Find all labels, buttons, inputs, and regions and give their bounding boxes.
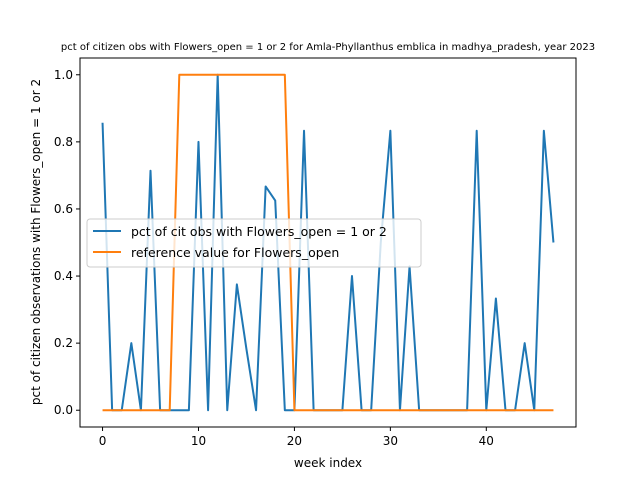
legend: pct of cit obs with Flowers_open = 1 or … <box>86 218 422 268</box>
chart-title: pct of citizen obs with Flowers_open = 1… <box>61 42 595 53</box>
x-tick-label: 0 <box>99 434 107 448</box>
y-tick-label: 0.4 <box>54 269 73 283</box>
y-tick-label: 0.8 <box>54 135 73 149</box>
plot-area <box>79 57 577 428</box>
legend-box <box>86 218 422 268</box>
y-axis-label: pct of citizen observations with Flowers… <box>29 79 43 405</box>
legend-label-series-2: reference value for Flowers_open <box>131 245 339 260</box>
y-tick-label: 0.2 <box>54 336 73 350</box>
legend-label-series-1: pct of cit obs with Flowers_open = 1 or … <box>131 224 387 239</box>
series-line-2 <box>102 73 554 412</box>
x-tick-label: 10 <box>191 434 206 448</box>
x-tick-label: 30 <box>383 434 398 448</box>
y-tick-label: 1.0 <box>54 68 73 82</box>
x-axis-label: week index <box>294 456 362 470</box>
series-layer <box>101 73 555 412</box>
y-tick-label: 0.0 <box>54 403 73 417</box>
x-axis: 0 10 20 30 40 <box>99 427 494 448</box>
y-axis: 0.0 0.2 0.4 0.6 0.8 1.0 <box>54 68 80 417</box>
x-tick-label: 40 <box>479 434 494 448</box>
plot-frame <box>79 57 577 428</box>
y-tick-label: 0.6 <box>54 202 73 216</box>
x-tick-label: 20 <box>287 434 302 448</box>
